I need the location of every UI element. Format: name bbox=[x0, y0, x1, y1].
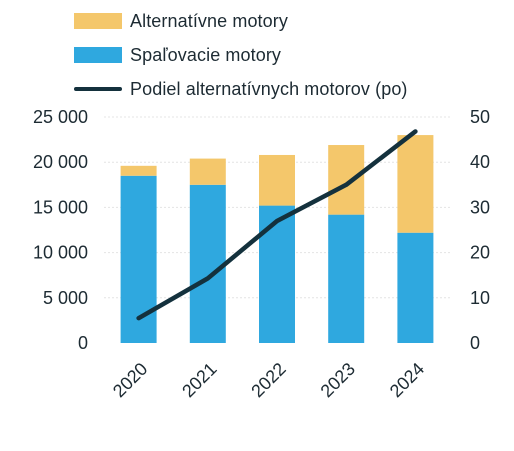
y-left-tick-label: 15 000 bbox=[33, 197, 88, 217]
bar-alternative-2020 bbox=[120, 165, 157, 176]
y-left-tick-label: 20 000 bbox=[33, 152, 88, 172]
legend-label-combustion: Spaľovacie motory bbox=[130, 44, 282, 65]
bar-combustion-2024 bbox=[397, 232, 434, 343]
y-right-tick-label: 10 bbox=[470, 288, 490, 308]
chart-legend: Alternatívne motory Spaľovacie motory Po… bbox=[74, 4, 408, 106]
bar-combustion-2022 bbox=[259, 205, 295, 343]
x-tick-label-2022: 2022 bbox=[247, 359, 289, 401]
y-right-tick-label: 40 bbox=[470, 152, 490, 172]
bar-alternative-2024 bbox=[397, 135, 434, 233]
y-right-tick-label: 0 bbox=[470, 333, 480, 353]
y-left-tick-label: 25 000 bbox=[33, 107, 88, 127]
bar-combustion-2023 bbox=[328, 214, 365, 343]
bar-alternative-2023 bbox=[328, 145, 365, 215]
y-left-tick-label: 10 000 bbox=[33, 243, 88, 263]
legend-swatch-share-line bbox=[74, 87, 122, 91]
y-left-tick-label: 5 000 bbox=[43, 288, 88, 308]
legend-label-share-line: Podiel alternatívnych motorov (po) bbox=[130, 78, 408, 99]
legend-item-share-line: Podiel alternatívnych motorov (po) bbox=[74, 72, 408, 106]
bar-combustion-2021 bbox=[189, 184, 226, 343]
y-right-tick-label: 50 bbox=[470, 107, 490, 127]
legend-item-alternative: Alternatívne motory bbox=[74, 4, 408, 38]
y-right-tick-label: 20 bbox=[470, 243, 490, 263]
bar-alternative-2021 bbox=[189, 158, 226, 185]
x-tick-label-2020: 2020 bbox=[109, 359, 151, 401]
x-tick-label-2021: 2021 bbox=[178, 359, 220, 401]
x-tick-label-2023: 2023 bbox=[317, 359, 359, 401]
x-tick-label-2024: 2024 bbox=[386, 359, 428, 401]
legend-item-combustion: Spaľovacie motory bbox=[74, 38, 408, 72]
bar-alternative-2022 bbox=[259, 154, 295, 206]
y-right-tick-label: 30 bbox=[470, 197, 490, 217]
legend-swatch-alternative bbox=[74, 13, 122, 29]
legend-swatch-combustion bbox=[74, 47, 122, 63]
y-left-tick-label: 0 bbox=[78, 333, 88, 353]
legend-label-alternative: Alternatívne motory bbox=[130, 10, 288, 31]
bar-combustion-2020 bbox=[120, 175, 157, 343]
